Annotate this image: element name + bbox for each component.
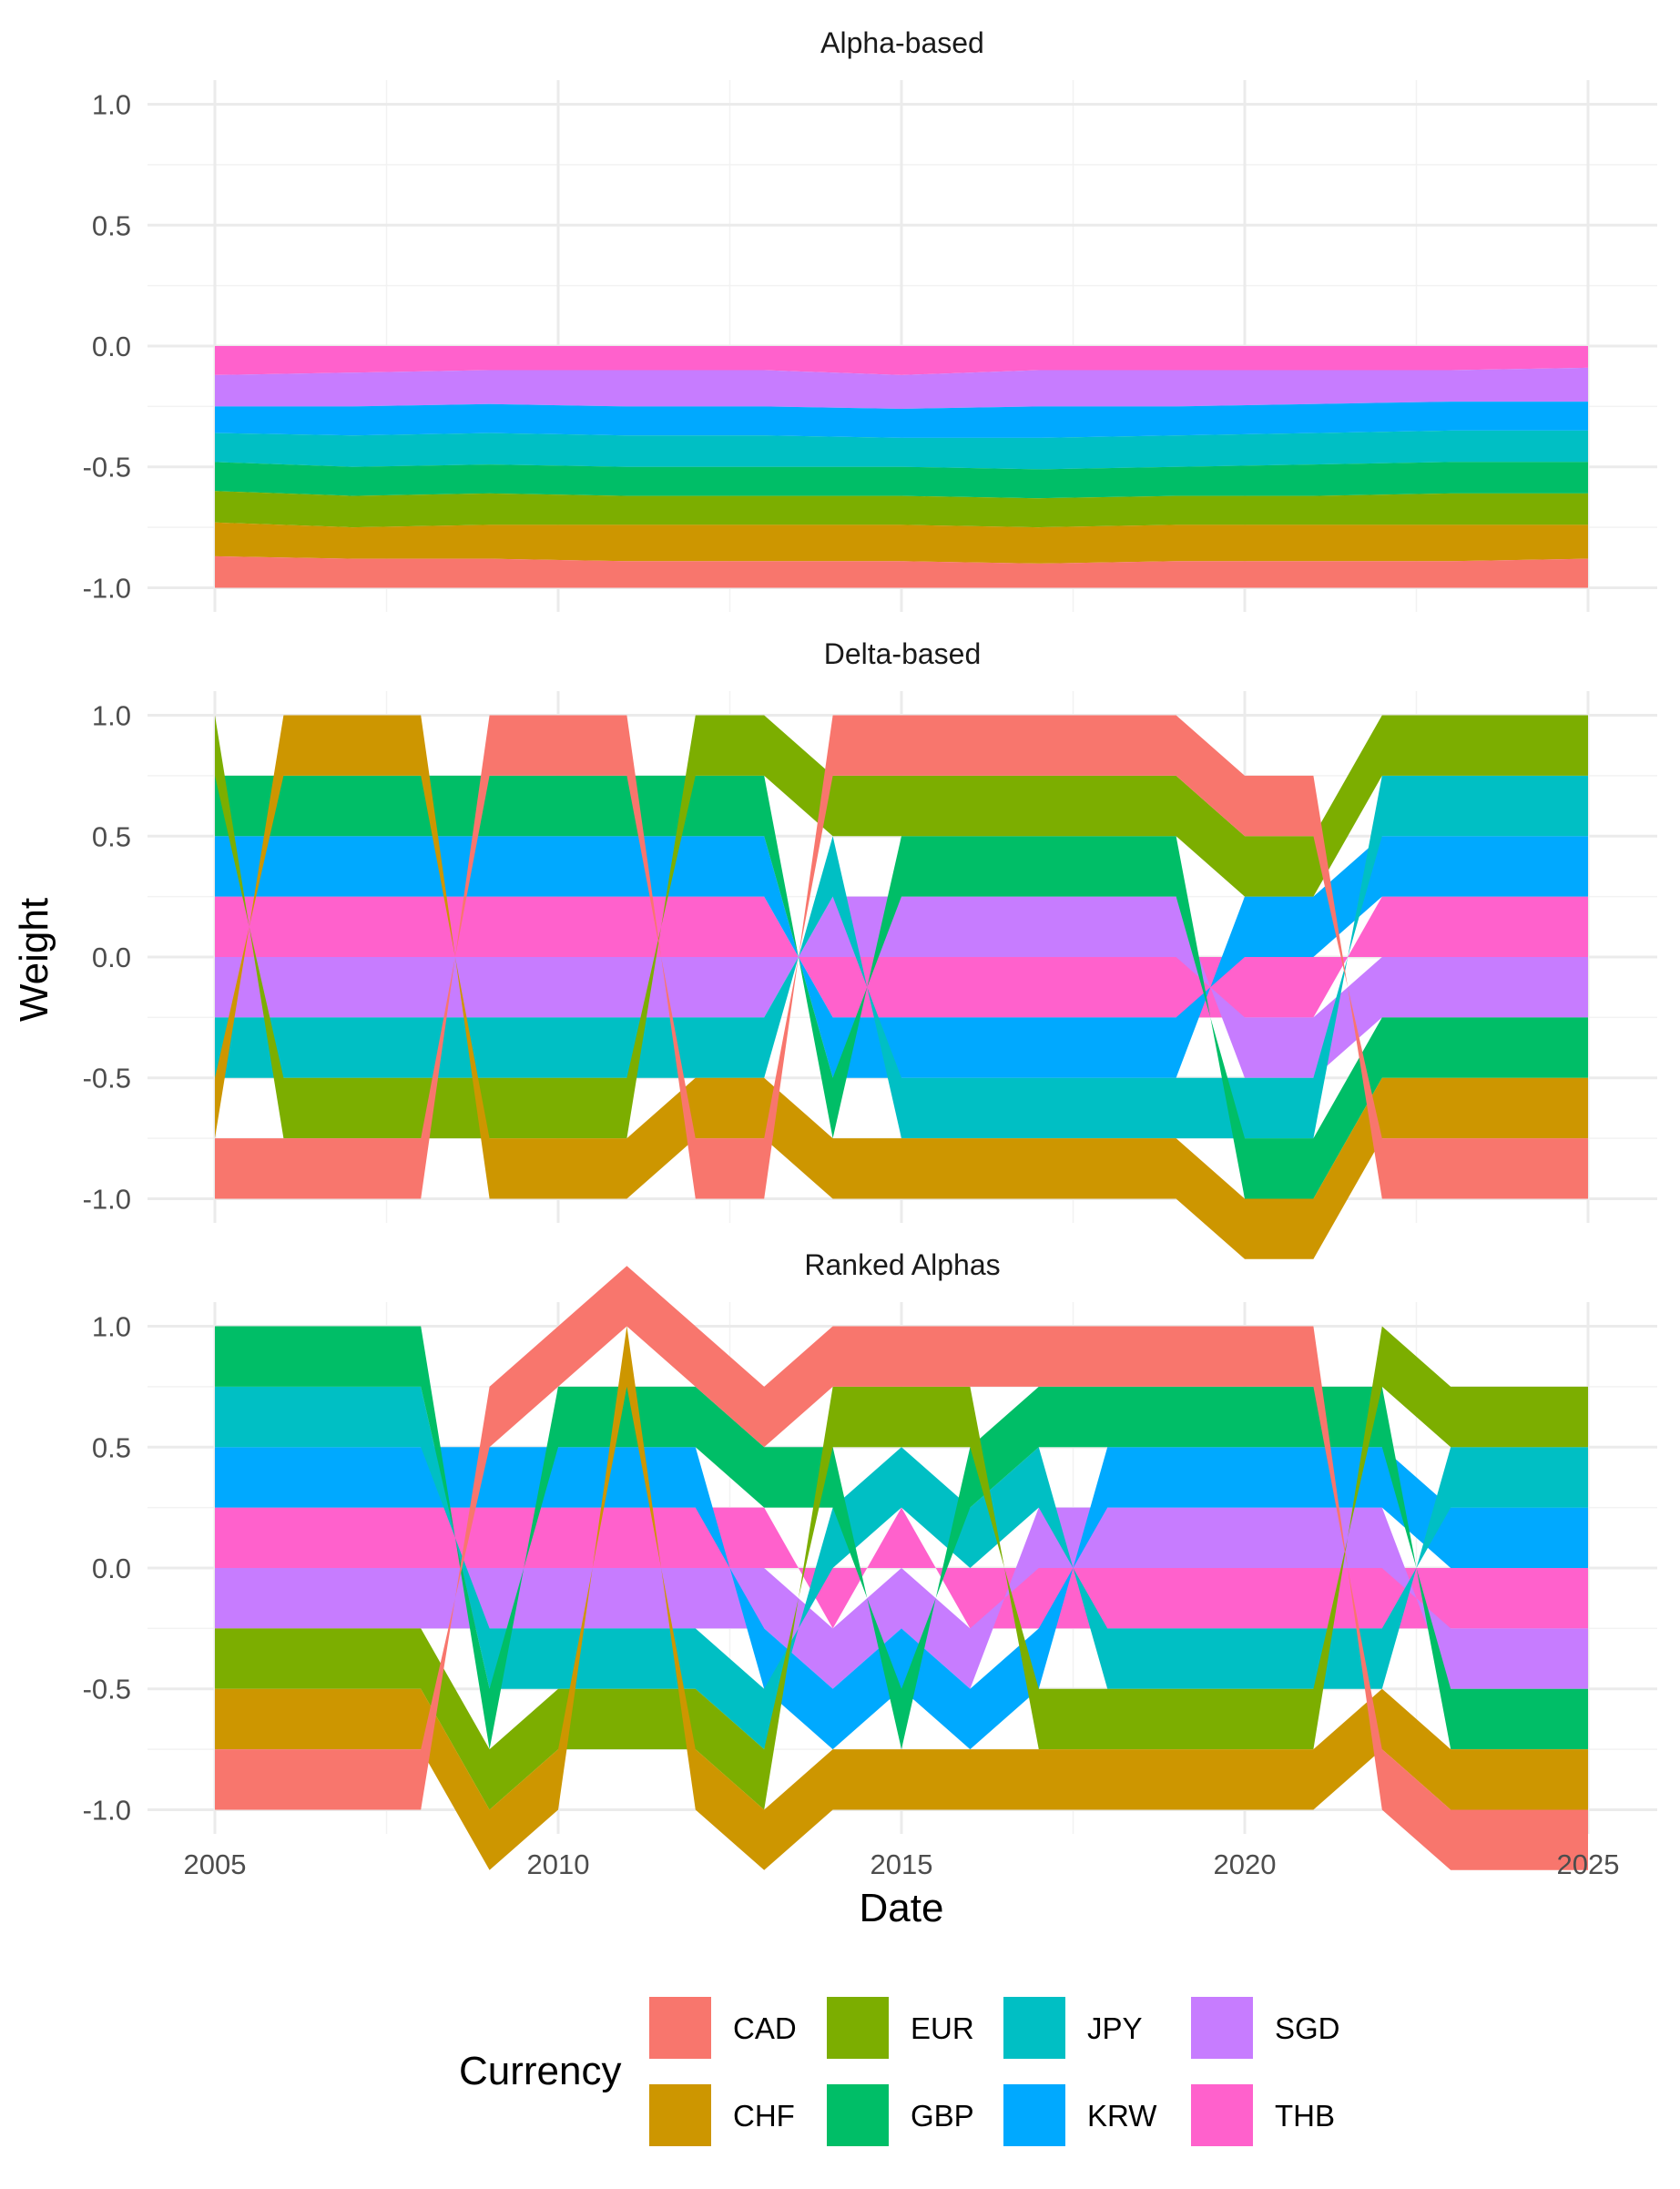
legend-swatch xyxy=(1003,2084,1065,2146)
y-tick-label: -0.5 xyxy=(83,452,131,484)
y-tick-label: -1.0 xyxy=(83,572,131,604)
legend-item-krw: KRW xyxy=(1003,2084,1157,2146)
legend-swatch xyxy=(1191,2084,1253,2146)
x-axis-title: Date xyxy=(860,1886,944,1930)
area-series-group xyxy=(215,346,1588,588)
area-series-jpy xyxy=(215,775,1588,1139)
y-tick-label: 0.5 xyxy=(92,209,131,241)
area-series-group xyxy=(215,1266,1588,1870)
legend-item-gbp: GBP xyxy=(827,2084,974,2146)
y-tick-label: -1.0 xyxy=(83,1794,131,1826)
x-tick-label: 2015 xyxy=(871,1848,933,1880)
area-series-sgd xyxy=(215,1507,1588,1689)
panel-ranked-alphas: Ranked Alphas -1.0 -0.5 0.0 0.5 1.0 xyxy=(83,1248,1657,1870)
x-tick-label: 2010 xyxy=(527,1848,590,1880)
y-tick-label: 0.5 xyxy=(92,820,131,852)
legend-label: CAD xyxy=(733,2011,797,2045)
y-axis-title: Weight xyxy=(12,898,56,1022)
area-series-eur xyxy=(215,491,1588,528)
legend-item-sgd: SGD xyxy=(1191,1997,1340,2059)
area-series-jpy xyxy=(215,430,1588,470)
area-series-krw xyxy=(215,1447,1588,1750)
legend-label: KRW xyxy=(1087,2099,1157,2133)
area-series-chf xyxy=(215,522,1588,564)
y-tick-label: -0.5 xyxy=(83,1063,131,1094)
legend-label: EUR xyxy=(911,2011,974,2045)
legend: Currency CAD CHF EUR GBP JPY KRW SGD THB xyxy=(459,1997,1340,2146)
area-series-eur xyxy=(215,1326,1588,1810)
y-tick-label: -1.0 xyxy=(83,1183,131,1215)
area-series-gbp xyxy=(215,1326,1588,1750)
area-series-krw xyxy=(215,836,1588,1078)
area-series-sgd xyxy=(215,367,1588,409)
y-tick-label: 0.0 xyxy=(92,1553,131,1584)
y-tick-label: 0.0 xyxy=(92,942,131,973)
legend-item-chf: CHF xyxy=(649,2084,795,2146)
legend-label: THB xyxy=(1275,2099,1335,2133)
y-tick-label: 0.5 xyxy=(92,1431,131,1463)
area-series-cad xyxy=(215,715,1588,1199)
legend-swatch xyxy=(827,1997,889,2059)
legend-items: CAD CHF EUR GBP JPY KRW SGD THB xyxy=(649,1997,1340,2146)
area-series-gbp xyxy=(215,775,1588,1199)
legend-swatch xyxy=(1003,1997,1065,2059)
legend-swatch xyxy=(1191,1997,1253,2059)
y-tick-label: 1.0 xyxy=(92,700,131,732)
x-tick-label: 2025 xyxy=(1557,1848,1620,1880)
legend-label: CHF xyxy=(733,2099,795,2133)
legend-swatch xyxy=(827,2084,889,2146)
y-tick-label: 1.0 xyxy=(92,89,131,121)
area-series-krw xyxy=(215,402,1588,438)
x-tick-label: 2005 xyxy=(184,1848,247,1880)
x-tick-label: 2020 xyxy=(1214,1848,1277,1880)
panel-title: Alpha-based xyxy=(820,26,984,59)
y-tick-label: 1.0 xyxy=(92,1311,131,1343)
panel-alpha-based: Alpha-based -1.0 -0.5 0.0 0.5 1.0 xyxy=(83,26,1657,612)
panel-delta-based: Delta-based -1.0 -0.5 0.0 0.5 1.0 xyxy=(83,637,1657,1259)
area-series-cad xyxy=(215,1266,1588,1870)
area-series-eur xyxy=(215,715,1588,1139)
area-series-group xyxy=(215,715,1588,1259)
area-series-chf xyxy=(215,715,1588,1259)
legend-label: GBP xyxy=(911,2099,974,2133)
legend-item-jpy: JPY xyxy=(1003,1997,1143,2059)
panel-title: Delta-based xyxy=(824,637,982,670)
y-tick-label: -0.5 xyxy=(83,1674,131,1705)
area-series-thb xyxy=(215,346,1588,375)
legend-swatch xyxy=(649,2084,711,2146)
legend-title: Currency xyxy=(459,2049,622,2093)
area-series-chf xyxy=(215,1326,1588,1870)
panel-title: Ranked Alphas xyxy=(804,1248,1000,1281)
legend-item-cad: CAD xyxy=(649,1997,797,2059)
area-series-jpy xyxy=(215,1386,1588,1750)
legend-item-eur: EUR xyxy=(827,1997,974,2059)
legend-label: JPY xyxy=(1087,2011,1143,2045)
legend-label: SGD xyxy=(1275,2011,1340,2045)
area-series-gbp xyxy=(215,462,1588,499)
panels-layer: Alpha-based -1.0 -0.5 0.0 0.5 1.0 Delta-based -… xyxy=(83,26,1657,1880)
legend-swatch xyxy=(649,1997,711,2059)
area-series-cad xyxy=(215,555,1588,588)
y-tick-label: 0.0 xyxy=(92,331,131,362)
legend-item-thb: THB xyxy=(1191,2084,1335,2146)
area-series-sgd xyxy=(215,896,1588,1078)
